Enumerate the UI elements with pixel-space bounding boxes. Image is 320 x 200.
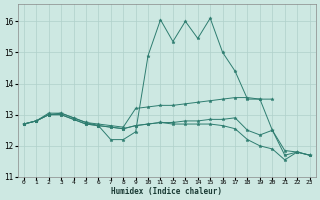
- X-axis label: Humidex (Indice chaleur): Humidex (Indice chaleur): [111, 187, 222, 196]
